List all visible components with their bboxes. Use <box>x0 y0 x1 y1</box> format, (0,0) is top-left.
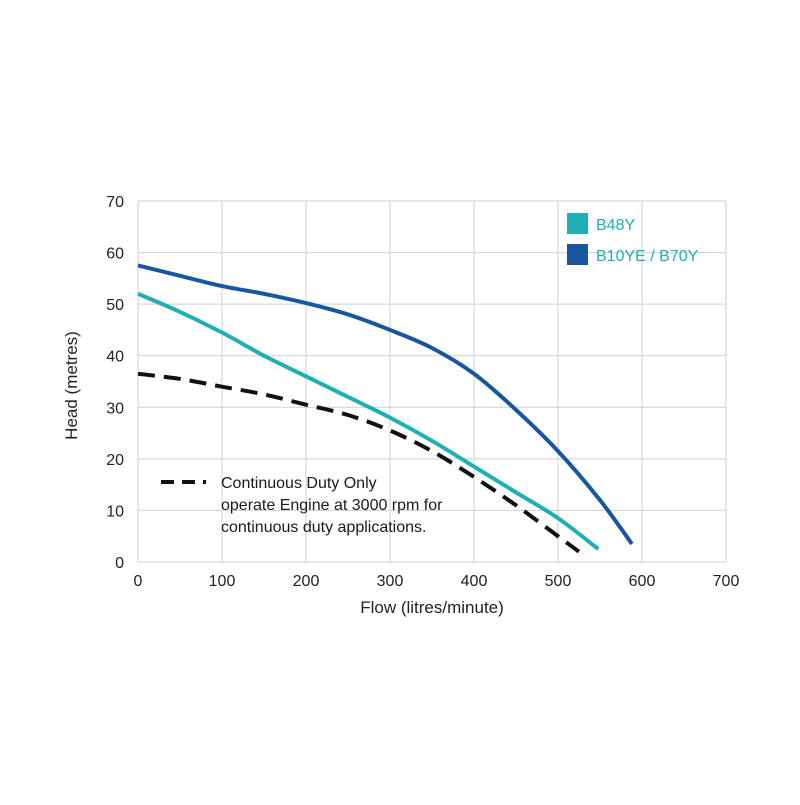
y-axis-label: Head (metres) <box>62 331 81 440</box>
y-tick-label-1: 10 <box>106 503 124 520</box>
legend-label-0: B48Y <box>596 217 635 234</box>
y-tick-label-6: 60 <box>106 246 124 263</box>
annotation-line-2: continuous duty applications. <box>221 519 426 536</box>
x-tick-label-2: 200 <box>293 573 320 590</box>
y-tick-label-0: 0 <box>115 555 124 572</box>
series-lines <box>137 263 634 554</box>
annotation: Continuous Duty Only operate Engine at 30… <box>161 475 443 536</box>
series-line-b10ye-b70y <box>137 263 634 546</box>
x-tick-label-5: 500 <box>545 573 572 590</box>
y-tick-label-5: 50 <box>106 297 124 314</box>
x-tick-label-0: 0 <box>134 573 143 590</box>
x-tick-label-7: 700 <box>713 573 740 590</box>
annotation-line-1: operate Engine at 3000 rpm for <box>221 497 443 514</box>
legend-label-1: B10YE / B70Y <box>596 248 699 265</box>
y-tick-label-4: 40 <box>106 349 124 366</box>
legend-swatch-0 <box>567 213 588 234</box>
tick-labels: 0 100 200 300 400 500 600 700 0 10 20 30 40 50 60 70 <box>106 194 739 590</box>
legend-swatch-1 <box>567 244 588 265</box>
series-line-b48y <box>137 291 600 551</box>
grid-lines <box>137 200 727 563</box>
x-axis-label: Flow (litres/minute) <box>360 598 504 617</box>
y-tick-label-3: 30 <box>106 400 124 417</box>
x-tick-label-4: 400 <box>461 573 488 590</box>
x-tick-label-3: 300 <box>377 573 404 590</box>
series-line-continuous-duty <box>137 371 581 554</box>
legend: B48Y B10YE / B70Y <box>567 213 699 265</box>
y-tick-label-2: 20 <box>106 452 124 469</box>
annotation-line-0: Continuous Duty Only <box>221 475 377 492</box>
x-tick-label-1: 100 <box>209 573 236 590</box>
y-tick-label-7: 70 <box>106 194 124 211</box>
x-tick-label-6: 600 <box>629 573 656 590</box>
